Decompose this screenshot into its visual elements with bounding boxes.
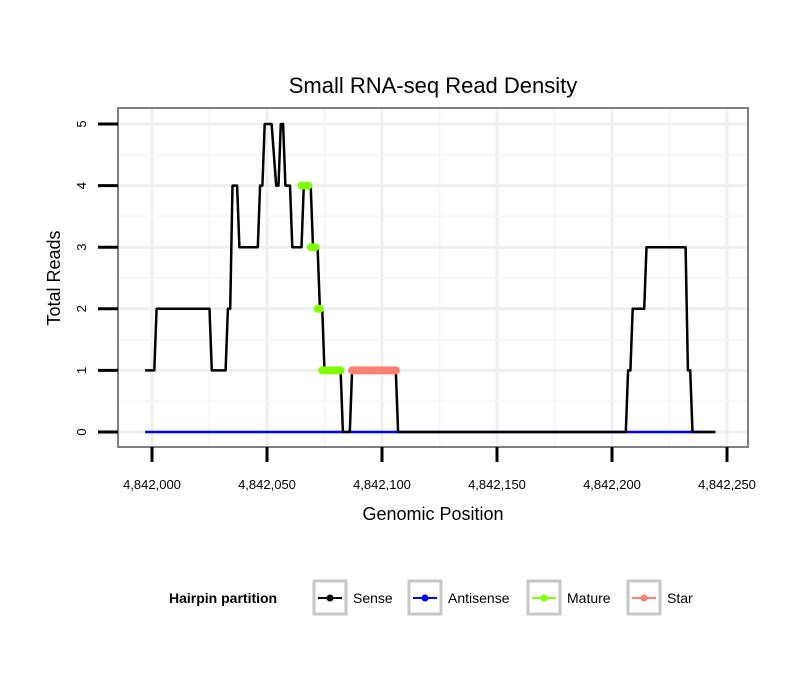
x-tick-label: 4,842,250	[698, 477, 756, 492]
y-tick-label: 5	[74, 120, 89, 127]
y-tick-label: 4	[74, 182, 89, 189]
data-series	[145, 122, 716, 434]
mature-point	[304, 181, 313, 190]
legend-label: Antisense	[448, 590, 510, 606]
mature-point	[311, 243, 320, 252]
legend-key-point	[421, 594, 429, 602]
x-tick-label: 4,842,050	[238, 477, 296, 492]
legend-title: Hairpin partition	[169, 590, 277, 606]
legend-key-point	[640, 594, 648, 602]
y-tick-label: 3	[74, 244, 89, 251]
legend-item-star: Star	[626, 579, 693, 616]
chart-title: Small RNA-seq Read Density	[289, 73, 578, 98]
mature-point	[336, 366, 345, 375]
x-axis: 4,842,000 4,842,050 4,842,100 4,842,150 4,84…	[123, 447, 756, 492]
legend-label: Mature	[567, 590, 611, 606]
y-tick-label: 2	[74, 305, 89, 312]
y-axis-title: Total Reads	[44, 230, 64, 325]
legend-label: Sense	[353, 590, 393, 606]
legend-items: Sense Antisense Mature Star	[312, 579, 693, 616]
legend-key-point	[326, 594, 334, 602]
x-tick-label: 4,842,100	[353, 477, 411, 492]
x-tick-label: 4,842,150	[468, 477, 526, 492]
legend-item-sense: Sense	[312, 579, 393, 616]
star-point	[391, 366, 400, 375]
y-tick-label: 1	[74, 367, 89, 374]
mature-point	[315, 304, 324, 313]
legend-item-mature: Mature	[526, 579, 611, 616]
y-tick-label: 0	[74, 428, 89, 435]
y-axis: 0 1 2 3 4 5	[74, 120, 118, 436]
legend-key-point	[540, 594, 548, 602]
x-axis-title: Genomic Position	[362, 504, 503, 524]
x-tick-label: 4,842,200	[583, 477, 641, 492]
x-tick-label: 4,842,000	[123, 477, 181, 492]
sense-series-line	[145, 122, 716, 434]
legend-item-antisense: Antisense	[407, 579, 510, 616]
legend-label: Star	[667, 590, 693, 606]
legend: Hairpin partition Sense Antisense Mature St…	[169, 579, 693, 616]
